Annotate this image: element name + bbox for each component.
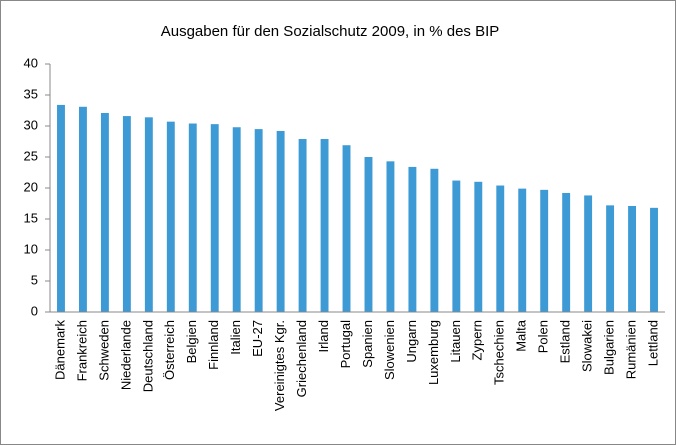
y-tick-label: 10: [24, 241, 38, 256]
x-tick-label: Vereinigtes Kgr.: [272, 320, 287, 411]
y-tick-label: 40: [24, 55, 38, 70]
x-tick-label: Dänemark: [52, 320, 67, 380]
x-tick-label: Zypern: [470, 320, 485, 360]
bar: [606, 205, 615, 312]
x-tick-label: Frankreich: [74, 320, 89, 381]
bar: [562, 192, 571, 312]
x-tick-label: Spanien: [360, 320, 375, 368]
bar: [584, 195, 593, 312]
y-tick-label: 0: [31, 303, 38, 318]
bar: [276, 130, 285, 312]
y-tick-label: 20: [24, 179, 38, 194]
x-tick-label: EU-27: [250, 320, 265, 357]
bar: [210, 124, 219, 312]
x-tick-label: Deutschland: [140, 320, 155, 392]
x-tick-label: Italien: [228, 320, 243, 355]
bar: [408, 166, 417, 312]
bar: [254, 129, 263, 312]
x-tick-label: Niederlande: [118, 320, 133, 390]
bar: [57, 104, 65, 312]
bar: [386, 161, 395, 312]
bar: [474, 181, 483, 312]
x-tick-label: Malta: [514, 319, 529, 352]
bar: [430, 168, 439, 312]
bar: [496, 185, 505, 312]
x-tick-label: Rumänien: [623, 320, 638, 379]
bar: [188, 123, 197, 313]
x-tick-label: Tschechien: [492, 320, 507, 385]
x-tick-label: Slowenien: [382, 320, 397, 380]
bar: [364, 157, 373, 312]
y-tick-label: 15: [24, 210, 38, 225]
x-tick-label: Luxemburg: [426, 320, 441, 385]
bar: [144, 117, 153, 312]
x-tick-label: Finnland: [206, 320, 221, 370]
bar: [540, 189, 549, 312]
x-tick-label: Slowakei: [580, 320, 595, 372]
x-tick-label: Österreich: [162, 320, 177, 380]
x-tick-label: Schweden: [96, 320, 111, 381]
x-tick-label: Portugal: [338, 320, 353, 369]
x-tick-label: Ungarn: [404, 320, 419, 363]
y-tick-label: 25: [24, 148, 38, 163]
y-tick-label: 30: [24, 117, 38, 132]
bar: [452, 180, 461, 312]
x-tick-label: Estland: [558, 320, 573, 363]
x-tick-label: Litauen: [448, 320, 463, 363]
x-tick-label: Bulgarien: [602, 320, 617, 375]
x-tick-label: Belgien: [184, 320, 199, 363]
y-tick-label: 35: [24, 86, 38, 101]
x-tick-label: Griechenland: [294, 320, 309, 397]
bar: [628, 205, 637, 312]
x-tick-label: Lettland: [645, 320, 660, 366]
bar: [100, 112, 109, 312]
bar: [122, 116, 131, 312]
bar: [298, 139, 307, 312]
x-tick-label: Polen: [536, 320, 551, 353]
bar: [518, 188, 527, 312]
bar: [650, 207, 658, 312]
bar: [166, 121, 175, 312]
y-tick-label: 5: [31, 272, 38, 287]
bar: [320, 139, 329, 312]
bar: [342, 145, 351, 312]
chart-title: Ausgaben für den Sozialschutz 2009, in %…: [161, 23, 500, 40]
bar: [232, 127, 241, 313]
x-tick-label: Irland: [316, 320, 331, 353]
bar: [78, 106, 87, 312]
